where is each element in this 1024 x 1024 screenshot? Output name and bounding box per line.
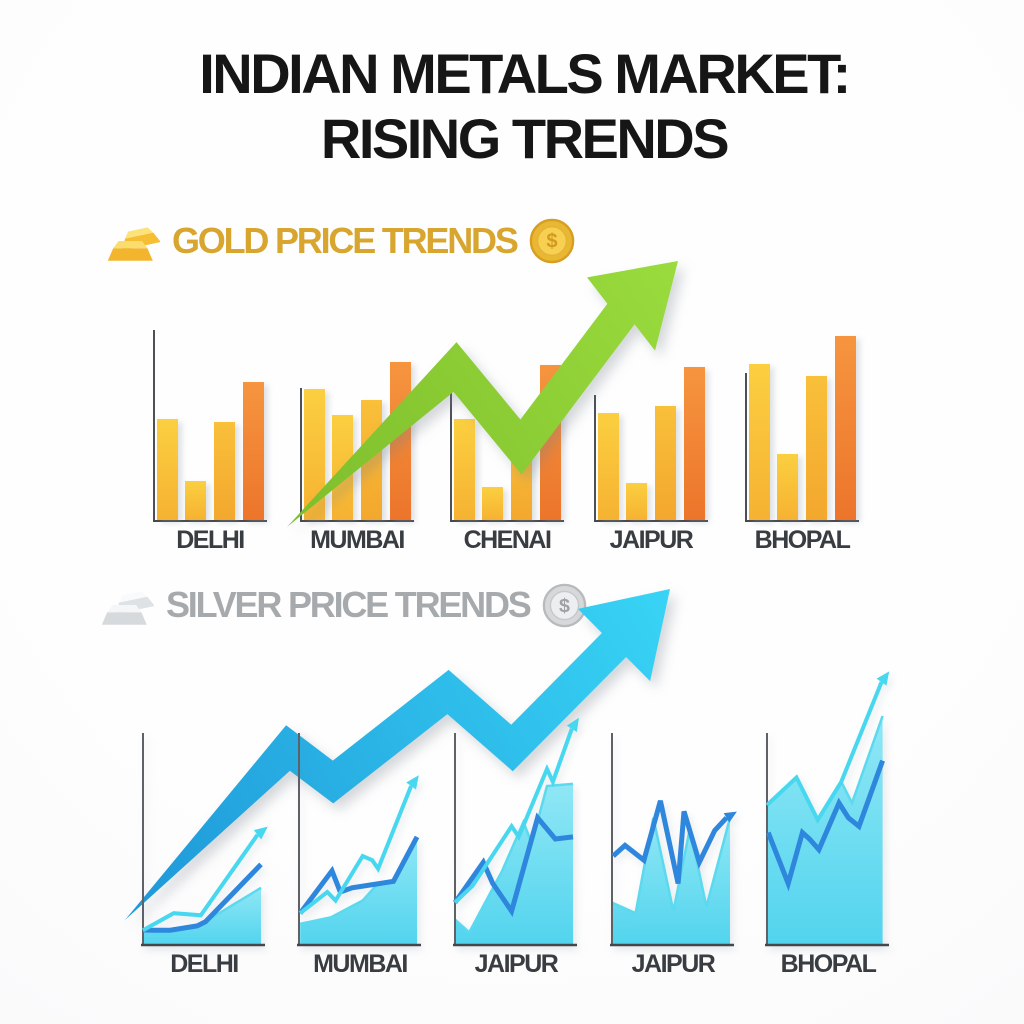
cyan-price-line bbox=[765, 681, 884, 824]
area-fill bbox=[143, 887, 261, 945]
city-label: BHOPAL bbox=[754, 526, 851, 554]
gold-bar bbox=[598, 413, 619, 520]
gold-bar bbox=[304, 389, 325, 520]
gold-bar bbox=[243, 382, 264, 520]
city-label: JAIPUR bbox=[609, 526, 694, 554]
gold-bar bbox=[511, 435, 532, 520]
blue-price-line bbox=[765, 759, 885, 892]
silver-coin-dollar-glyph: $ bbox=[559, 595, 570, 617]
gold-mini-bar-chart bbox=[745, 320, 863, 522]
city-label: CHENAI bbox=[463, 526, 552, 554]
city-label: DELHI bbox=[176, 526, 245, 554]
gold-section-heading: GOLD PRICE TRENDS bbox=[172, 220, 519, 261]
silver-bars-icon bbox=[101, 591, 154, 625]
silver-mini-line-chart bbox=[765, 671, 890, 947]
title-line-2: RISING TRENDS bbox=[320, 106, 730, 170]
silver-mini-line-chart bbox=[297, 733, 421, 947]
x-axis-line bbox=[153, 519, 267, 522]
gold-coin-dollar-glyph: $ bbox=[546, 231, 557, 253]
page-title: INDIAN METALS MARKET: RISING TRENDS bbox=[24, 42, 1024, 172]
city-label: DELHI bbox=[170, 950, 239, 978]
gold-bar bbox=[332, 415, 353, 520]
blue-price-line bbox=[611, 800, 729, 885]
gold-bar bbox=[806, 376, 827, 520]
area-fill bbox=[455, 783, 573, 945]
gold-bar bbox=[454, 419, 475, 520]
gold-mini-bar-chart bbox=[153, 320, 271, 522]
gold-section-header: GOLD PRICE TRENDS $ bbox=[106, 216, 575, 266]
city-label: MUMBAI bbox=[310, 526, 405, 554]
silver-mini-line-chart bbox=[610, 733, 737, 947]
gold-bar bbox=[777, 454, 798, 520]
gold-bar bbox=[540, 365, 561, 520]
silver-section-header: SILVER PRICE TRENDS $ bbox=[100, 580, 587, 630]
gold-bars-icon bbox=[107, 227, 160, 261]
gold-bar bbox=[626, 483, 647, 520]
y-axis-line bbox=[594, 395, 596, 520]
silver-mini-line-chart bbox=[141, 733, 268, 947]
title-line-1: INDIAN METALS MARKET: bbox=[199, 42, 851, 105]
gold-bar bbox=[361, 400, 382, 520]
gold-bar bbox=[390, 362, 411, 520]
silver-section-heading: SILVER PRICE TRENDS bbox=[166, 584, 532, 625]
gold-mini-bar-chart bbox=[450, 320, 568, 522]
gold-bar bbox=[835, 336, 856, 520]
gold-dollar-coin-icon: $ bbox=[529, 218, 574, 264]
y-axis-line bbox=[300, 388, 302, 520]
y-axis-line bbox=[450, 349, 452, 520]
gold-bar bbox=[749, 364, 770, 520]
city-label: MUMBAI bbox=[313, 950, 408, 978]
city-label: JAIPUR bbox=[474, 950, 559, 978]
x-axis-line bbox=[745, 519, 859, 522]
blue-line-arrowhead-icon bbox=[723, 811, 737, 823]
cyan-line-arrowhead-icon bbox=[876, 671, 890, 686]
y-axis-line bbox=[745, 373, 747, 520]
gold-bar bbox=[482, 487, 503, 520]
y-axis-line bbox=[153, 330, 155, 520]
gold-bar bbox=[214, 422, 235, 520]
gold-mini-bar-chart bbox=[300, 320, 418, 522]
gold-bar bbox=[655, 406, 676, 520]
silver-mini-line-chart bbox=[452, 717, 579, 947]
gold-bar bbox=[157, 419, 178, 520]
gold-mini-bar-chart bbox=[594, 320, 712, 522]
gold-bar bbox=[684, 367, 705, 520]
city-label: JAIPUR bbox=[631, 950, 716, 978]
city-label: BHOPAL bbox=[780, 950, 877, 978]
gold-bar bbox=[185, 481, 206, 520]
silver-dollar-coin-icon: $ bbox=[542, 583, 586, 627]
